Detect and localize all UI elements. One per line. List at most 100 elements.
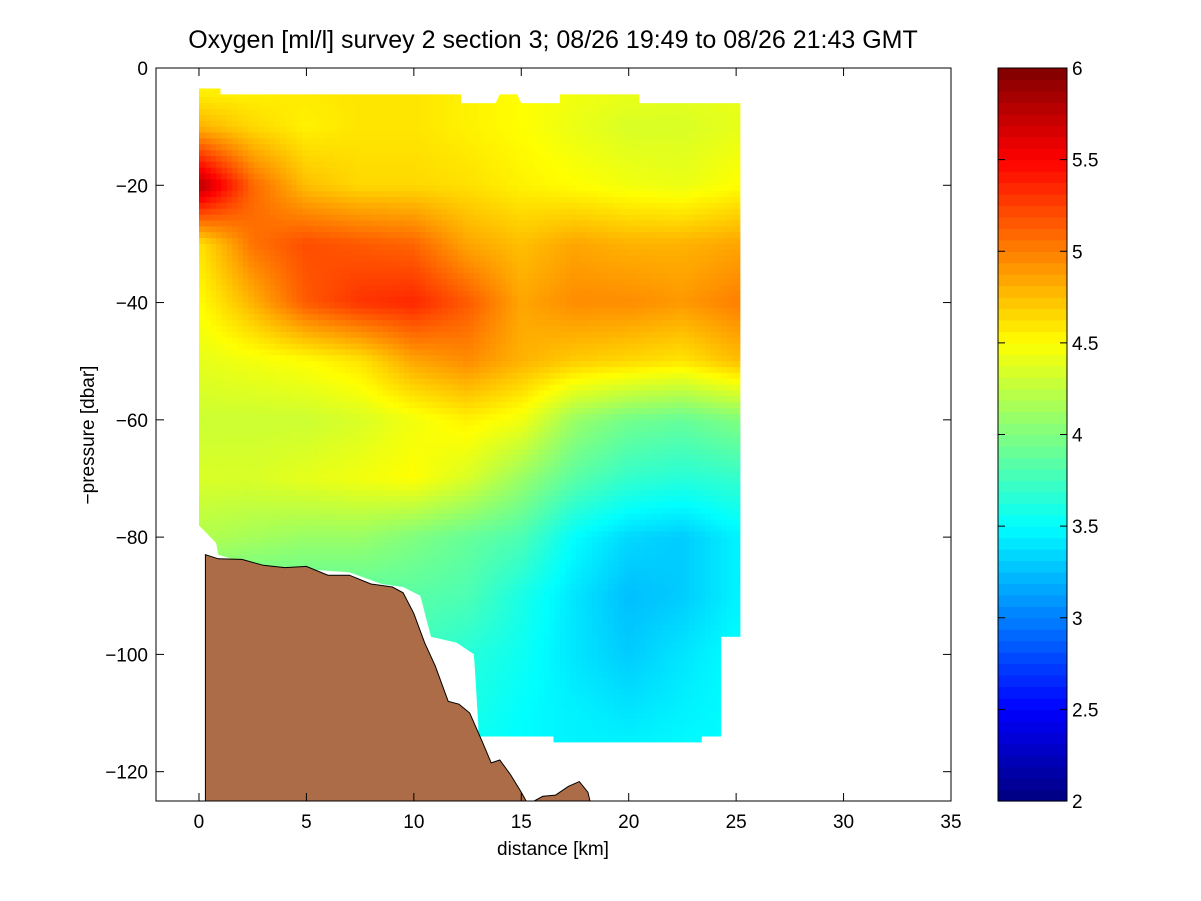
oxygen-cell [264,232,271,239]
oxygen-cell [377,167,384,175]
oxygen-cell [345,314,352,321]
oxygen-cell [221,408,228,415]
oxygen-cell [388,413,395,421]
oxygen-cell [269,349,276,356]
oxygen-cell [285,314,292,321]
oxygen-cell [237,144,244,151]
oxygen-cell [393,226,400,233]
oxygen-cell [259,355,266,362]
oxygen-cell [371,91,378,98]
oxygen-cell [237,372,244,380]
oxygen-cell [377,484,384,491]
oxygen-cell [275,326,282,333]
oxygen-cell [312,296,319,304]
oxygen-cell [307,372,314,380]
oxygen-cell [371,326,378,333]
oxygen-cell [350,179,357,186]
oxygen-cell [414,155,421,163]
oxygen-cell [237,326,244,333]
oxygen-cell [221,361,228,368]
oxygen-cell [291,214,298,222]
oxygen-cell [243,103,249,110]
oxygen-cell [291,290,298,298]
oxygen-cell [200,126,207,134]
oxygen-cell [199,378,201,386]
oxygen-cell [404,496,411,503]
oxygen-cell [296,91,303,98]
oxygen-cell [409,138,416,145]
oxygen-cell [409,208,416,216]
oxygen-cell [275,548,282,556]
oxygen-cell [302,326,309,333]
oxygen-cell [371,455,378,462]
oxygen-cell [210,484,217,491]
oxygen-cell [409,185,416,192]
oxygen-cell [339,408,346,415]
oxygen-cell [302,390,309,397]
oxygen-cell [296,478,303,485]
oxygen-cell [248,202,255,210]
oxygen-cell [243,109,249,116]
oxygen-cell [420,296,427,304]
oxygen-cell [199,314,201,321]
oxygen-cell [291,326,298,333]
oxygen-cell [210,408,217,415]
oxygen-cell [285,202,292,210]
oxygen-cell [264,390,271,397]
oxygen-cell [361,290,368,298]
oxygen-cell [393,560,400,568]
oxygen-cell [205,443,212,450]
oxygen-cell [243,173,249,181]
oxygen-cell [253,349,260,356]
oxygen-cell [259,249,266,257]
oxygen-cell [420,120,427,128]
oxygen-cell [199,114,201,122]
oxygen-cell [302,150,309,157]
oxygen-cell [420,548,427,556]
oxygen-cell [393,167,400,175]
oxygen-cell [318,114,325,122]
oxygen-cell [226,466,233,474]
oxygen-cell [361,161,368,169]
oxygen-cell [269,337,276,345]
oxygen-cell [269,308,276,315]
oxygen-cell [259,437,266,444]
oxygen-cell [275,308,282,315]
oxygen-cell [382,120,389,128]
oxygen-cell [345,238,352,245]
oxygen-cell [248,197,255,204]
oxygen-cell [275,496,282,503]
oxygen-cell [307,337,314,345]
oxygen-cell [334,466,341,474]
oxygen-cell [393,284,400,292]
oxygen-cell [269,296,276,304]
oxygen-cell [323,226,330,233]
oxygen-cell [253,496,260,503]
oxygen-cell [388,179,395,186]
oxygen-cell [291,91,298,98]
oxygen-cell [361,361,368,368]
oxygen-cell [420,519,427,526]
oxygen-cell [280,408,287,415]
oxygen-cell [377,97,384,104]
oxygen-cell [216,449,223,456]
oxygen-cell [264,472,271,480]
oxygen-cell [264,155,271,163]
oxygen-cell [377,572,384,579]
oxygen-cell [334,173,341,181]
oxygen-cell [248,384,255,392]
oxygen-cell [269,455,276,462]
oxygen-cell [285,120,292,128]
oxygen-cell [398,132,405,139]
oxygen-cell [275,431,282,439]
oxygen-cell [361,402,368,409]
oxygen-cell [275,273,282,280]
oxygen-cell [210,284,217,292]
oxygen-cell [323,378,330,386]
oxygen-cell [366,91,373,98]
oxygen-cell [269,155,276,163]
oxygen-cell [205,126,212,134]
oxygen-cell [280,273,287,280]
oxygen-cell [307,126,314,134]
oxygen-cell [371,173,378,181]
